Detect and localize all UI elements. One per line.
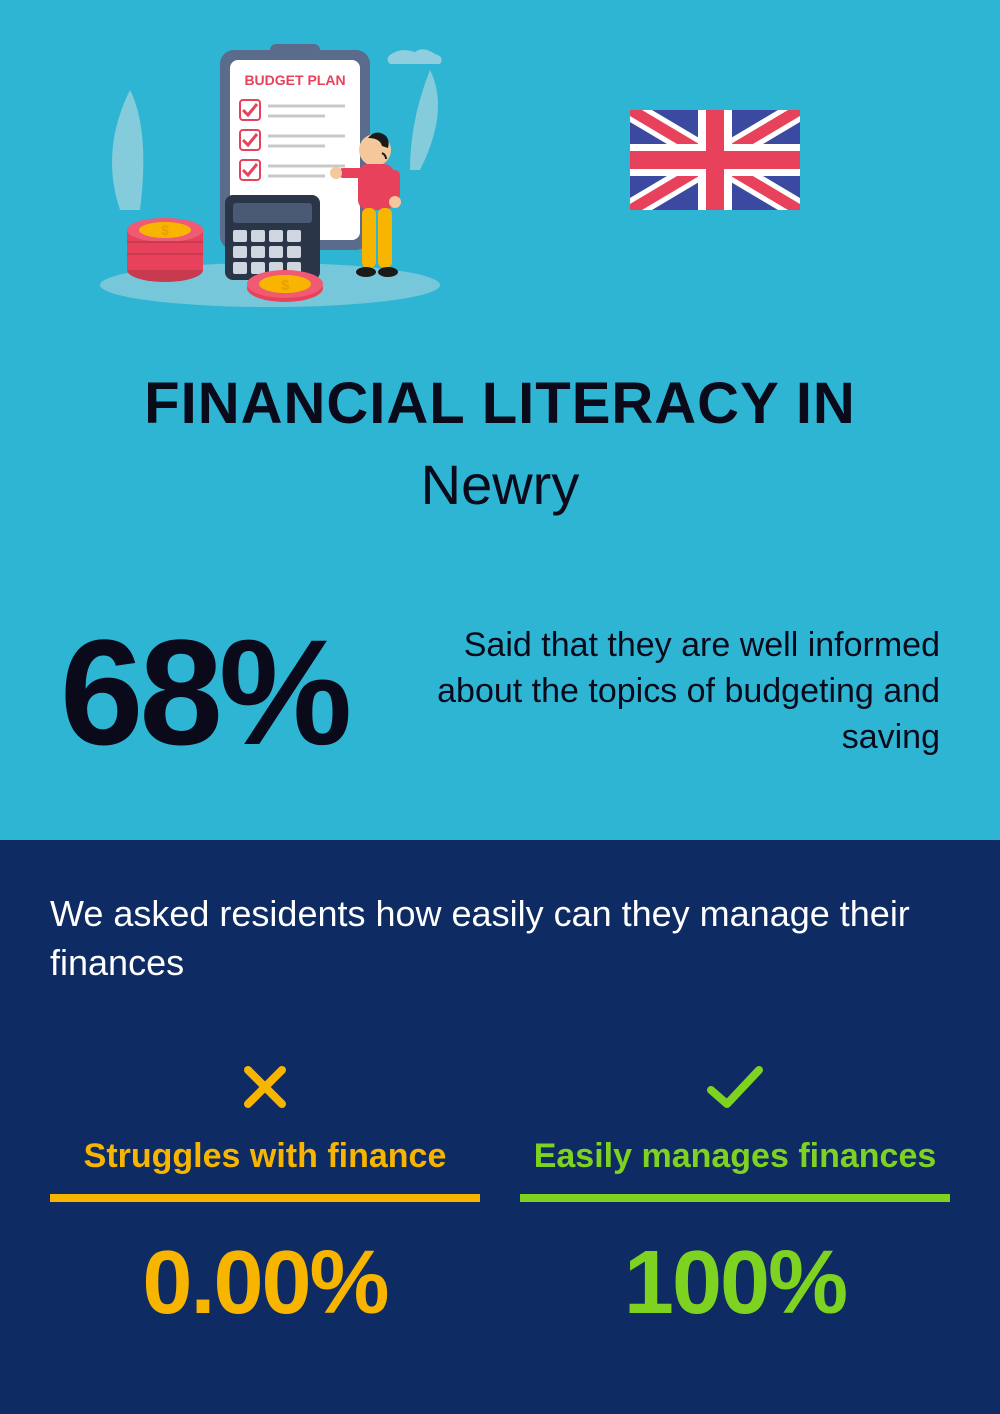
struggle-value: 0.00% <box>50 1232 480 1335</box>
title-main: FINANCIAL LITERACY IN <box>50 370 950 437</box>
illustration-svg: BUDGET PLAN <box>80 30 460 310</box>
svg-text:$: $ <box>281 277 290 294</box>
result-struggles: Struggles with finance 0.00% <box>50 1057 480 1335</box>
easy-divider <box>520 1194 950 1202</box>
budget-illustration: BUDGET PLAN <box>80 30 460 310</box>
result-easy: Easily manages finances 100% <box>520 1057 950 1335</box>
struggle-label: Struggles with finance <box>50 1137 480 1176</box>
easy-value: 100% <box>520 1232 950 1335</box>
check-icon <box>520 1057 950 1117</box>
uk-flag-icon <box>630 110 800 210</box>
struggle-divider <box>50 1194 480 1202</box>
stat-description: Said that they are well informed about t… <box>388 623 940 761</box>
cross-icon <box>50 1057 480 1117</box>
title-block: FINANCIAL LITERACY IN Newry <box>50 370 950 517</box>
headline-stat: 68% Said that they are well informed abo… <box>50 617 950 767</box>
survey-question: We asked residents how easily can they m… <box>50 890 950 987</box>
stat-percent: 68% <box>60 617 348 767</box>
top-section: BUDGET PLAN <box>0 0 1000 840</box>
title-sub: Newry <box>50 452 950 517</box>
svg-text:BUDGET PLAN: BUDGET PLAN <box>244 72 345 88</box>
results-row: Struggles with finance 0.00% Easily mana… <box>50 1057 950 1335</box>
svg-text:$: $ <box>161 222 169 238</box>
easy-label: Easily manages finances <box>520 1137 950 1176</box>
bottom-section: We asked residents how easily can they m… <box>0 840 1000 1414</box>
